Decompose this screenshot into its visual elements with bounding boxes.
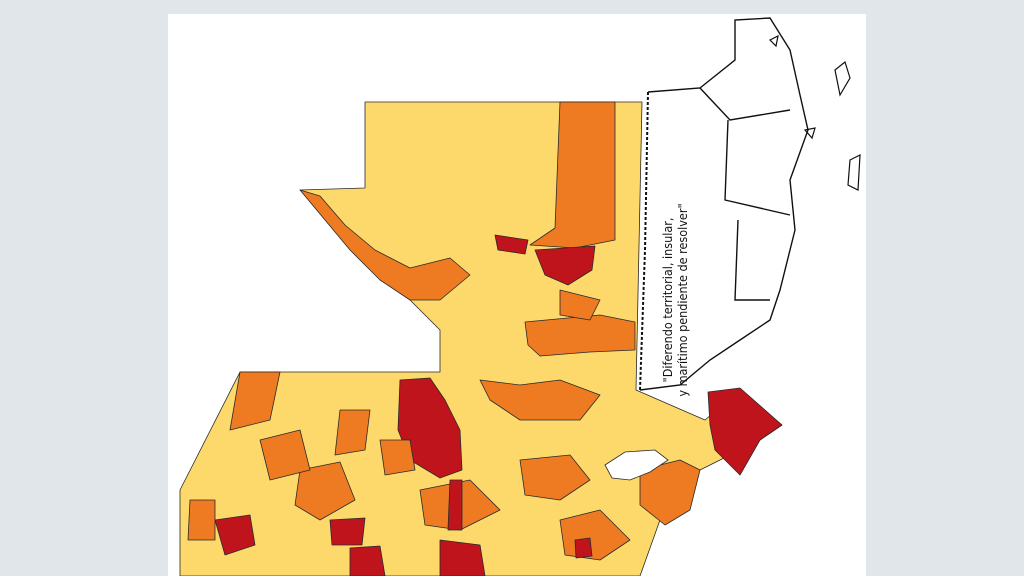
region-g (334, 409, 371, 456)
region-m (259, 429, 311, 481)
region-north-red (534, 245, 596, 286)
region-o (379, 439, 416, 476)
disputed-territory-annotation: "Diferendo territorial, insular, y marít… (660, 180, 704, 420)
region-l (349, 545, 386, 576)
region-b (479, 379, 601, 421)
region-small-red (494, 234, 529, 255)
region-west-strip (299, 189, 471, 301)
lake-izabal (604, 449, 669, 481)
annotation-line-1: "Diferendo territorial, insular, (660, 217, 675, 383)
region-f (187, 499, 216, 541)
region-d (294, 461, 356, 521)
disputed-border-line (639, 91, 649, 391)
region-e (214, 514, 256, 556)
region-c (519, 454, 591, 501)
region-a (229, 371, 281, 431)
region-east-orange (639, 459, 701, 526)
region-east-red (707, 387, 783, 476)
region-band (524, 314, 636, 357)
region-n (574, 537, 593, 559)
annotation-line-2: y marítimo pendiente de resolver" (675, 203, 690, 397)
belize-outline (639, 17, 809, 391)
region-q (447, 479, 463, 531)
cayes (768, 34, 861, 191)
region-h (329, 517, 366, 546)
region-j (439, 539, 486, 576)
region-p (559, 289, 601, 321)
